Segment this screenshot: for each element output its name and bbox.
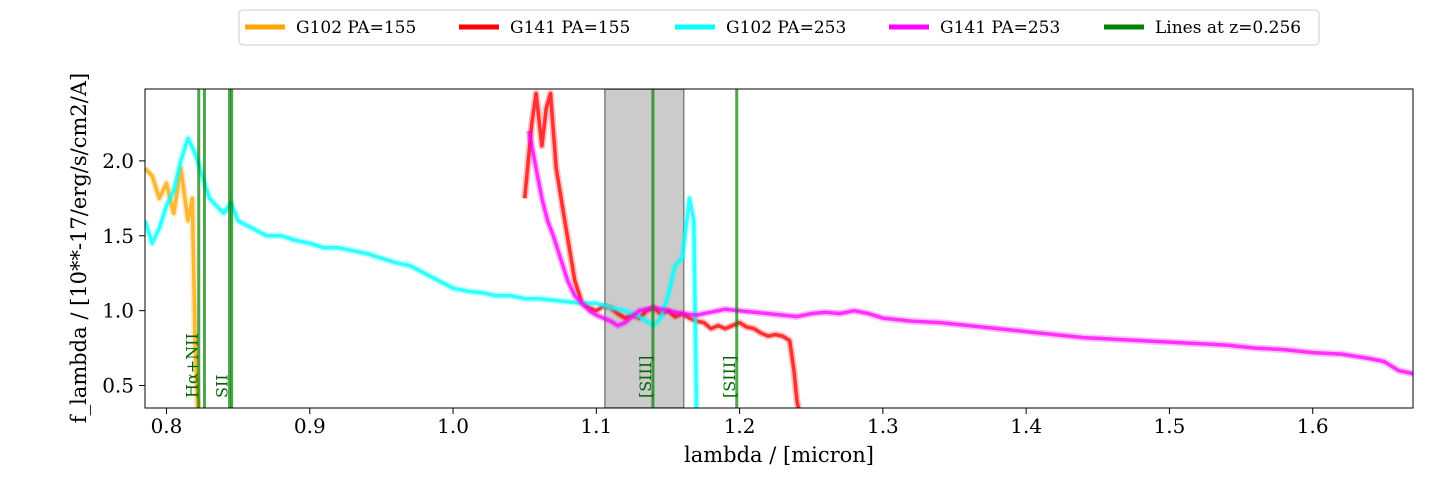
legend-label-1: G141 PA=155 <box>510 18 630 38</box>
plot-frame <box>144 88 1414 409</box>
y-tick-label: 0.5 <box>102 374 134 398</box>
legend-label-0: G102 PA=155 <box>296 18 416 38</box>
legend-label-2: G102 PA=253 <box>726 18 846 38</box>
x-tick-label: 1.3 <box>867 414 899 438</box>
series-0-line <box>145 166 200 408</box>
emission-line-label-2: [SIII] <box>636 356 655 398</box>
x-tick-label: 1.0 <box>437 414 469 438</box>
x-tick-label: 0.8 <box>151 414 183 438</box>
masked-region <box>604 89 685 408</box>
y-tick-label: 1.5 <box>102 224 134 248</box>
y-axis: 0.5 1.0 1.5 2.0 <box>102 149 145 398</box>
legend-label-3: G141 PA=253 <box>940 18 1060 38</box>
y-axis-label: f_lambda / [10**-17/erg/s/cm2/A] <box>67 73 91 423</box>
legend-box <box>238 9 1320 46</box>
legend: G102 PA=155 G141 PA=155 G102 PA=253 G141 PA… <box>238 9 1320 46</box>
emission-line-label-1: SII <box>213 374 232 398</box>
x-axis-label: lambda / [micron] <box>684 443 874 467</box>
x-axis: 0.8 0.9 1.0 1.1 1.2 1.3 1.4 1.5 1.6 <box>151 408 1329 438</box>
emission-line-label-3: [SIII] <box>720 356 739 398</box>
y-tick-label: 1.0 <box>102 299 134 323</box>
y-tick-label: 2.0 <box>102 149 134 173</box>
plot-area <box>145 89 1413 408</box>
series-3-line <box>527 130 1413 376</box>
x-tick-label: 1.1 <box>580 414 612 438</box>
x-tick-label: 1.5 <box>1154 414 1186 438</box>
legend-label-4: Lines at z=0.256 <box>1155 18 1301 38</box>
x-tick-label: 0.9 <box>294 414 326 438</box>
x-tick-label: 1.2 <box>724 414 756 438</box>
x-tick-label: 1.6 <box>1297 414 1329 438</box>
x-tick-label: 1.4 <box>1010 414 1042 438</box>
emission-line-label-0: Hα+NII <box>183 333 202 398</box>
